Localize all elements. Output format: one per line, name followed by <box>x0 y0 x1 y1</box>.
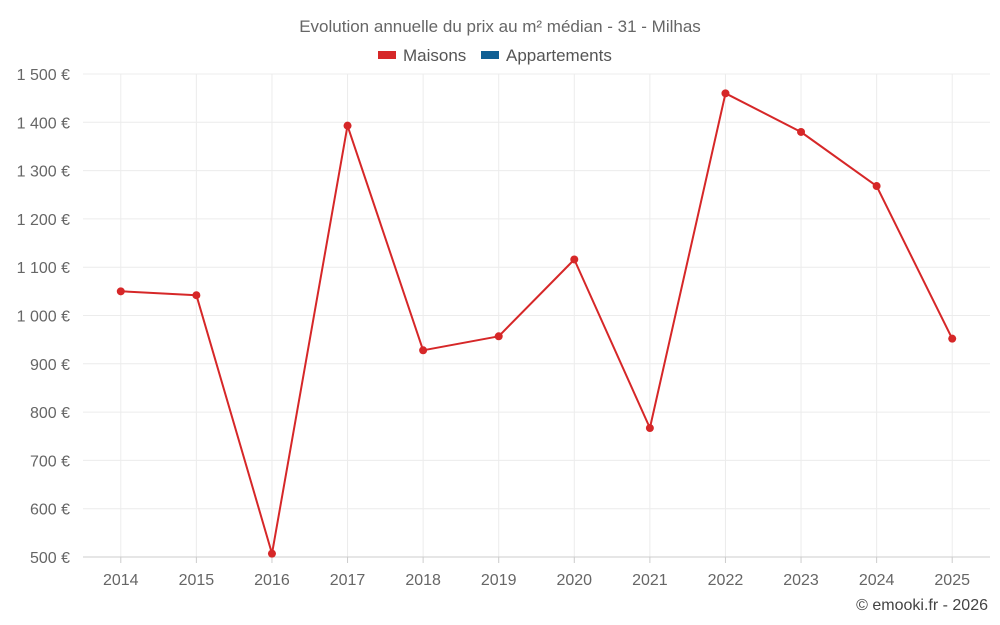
x-tick-label: 2016 <box>254 572 290 589</box>
series-line-maisons <box>120 92 954 555</box>
legend-item-appartements[interactable]: Appartements <box>481 46 612 65</box>
data-point-maisons-2015[interactable] <box>192 291 201 300</box>
x-tick-label: 2024 <box>859 572 895 589</box>
y-tick-label: 700 € <box>30 453 70 470</box>
x-tick-label: 2023 <box>783 572 819 589</box>
grid <box>83 73 990 557</box>
x-tick-label: 2017 <box>330 572 366 589</box>
data-point-maisons-2021[interactable] <box>645 424 654 433</box>
data-point-maisons-2019[interactable] <box>494 332 503 341</box>
legend-label-maisons: Maisons <box>403 46 466 65</box>
x-tick-label: 2021 <box>632 572 668 589</box>
x-tick-label: 2019 <box>481 572 517 589</box>
data-point-maisons-2024[interactable] <box>872 182 881 191</box>
y-tick-label: 1 200 € <box>17 212 70 229</box>
legend: Maisons Appartements <box>378 46 612 65</box>
data-point-maisons-2017[interactable] <box>343 121 352 130</box>
y-tick-label: 900 € <box>30 357 70 374</box>
credit-text: © emooki.fr - 2026 <box>856 597 988 614</box>
chart-title: Evolution annuelle du prix au m² médian … <box>299 17 701 36</box>
y-tick-label: 1 100 € <box>17 260 70 277</box>
x-tick-label: 2015 <box>179 572 215 589</box>
y-tick-label: 1 400 € <box>17 115 70 132</box>
x-tick-label: 2014 <box>103 572 139 589</box>
legend-item-maisons[interactable]: Maisons <box>378 46 466 65</box>
y-tick-label: 1 500 € <box>17 67 70 84</box>
legend-swatch-appartements <box>481 51 499 59</box>
data-point-maisons-2020[interactable] <box>570 255 579 264</box>
series-maisons <box>116 89 957 558</box>
legend-swatch-maisons <box>378 51 396 59</box>
axes: 500 € 600 € 700 € 800 € 900 € 1 000 € 1 100 € 1… <box>17 67 990 589</box>
data-point-maisons-2014[interactable] <box>116 287 125 296</box>
y-tick-label: 500 € <box>30 550 70 567</box>
data-point-maisons-2023[interactable] <box>797 127 806 136</box>
x-tick-label: 2020 <box>556 572 592 589</box>
data-point-maisons-2018[interactable] <box>419 346 428 355</box>
y-tick-label: 1 000 € <box>17 309 70 326</box>
y-tick-label: 600 € <box>30 502 70 519</box>
y-tick-label: 1 300 € <box>17 164 70 181</box>
y-tick-label: 800 € <box>30 405 70 422</box>
x-tick-label: 2022 <box>708 572 744 589</box>
data-point-maisons-2022[interactable] <box>721 89 730 98</box>
legend-label-appartements: Appartements <box>506 46 612 65</box>
data-point-maisons-2016[interactable] <box>267 549 276 558</box>
x-tick-label: 2025 <box>934 572 970 589</box>
data-point-maisons-2025[interactable] <box>948 334 957 343</box>
x-tick-label: 2018 <box>405 572 441 589</box>
